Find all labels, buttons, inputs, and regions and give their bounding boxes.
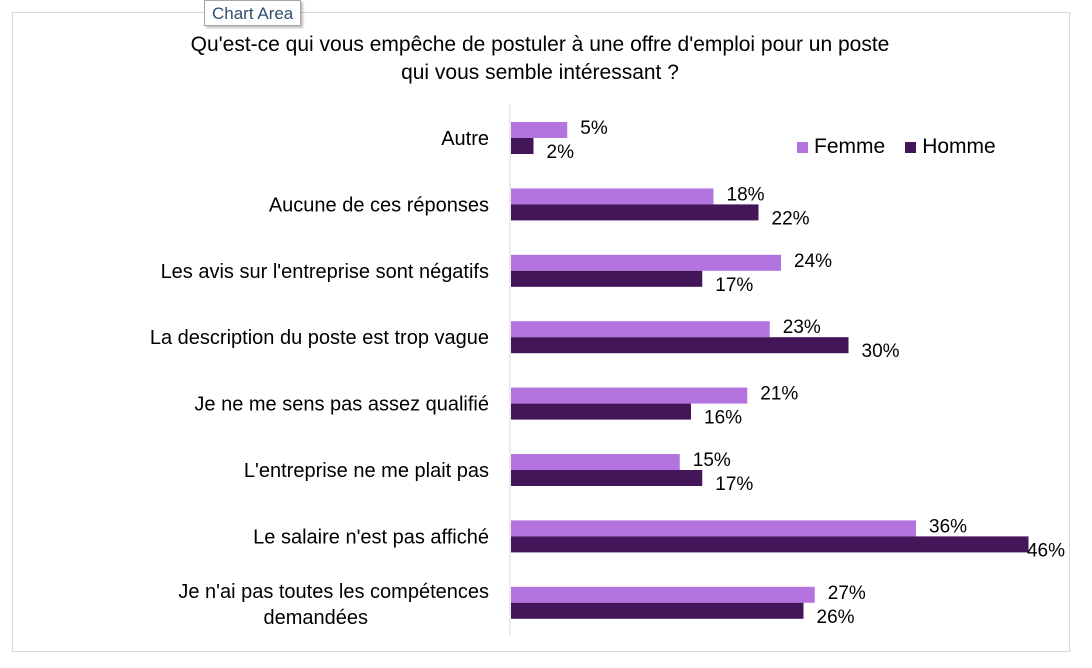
data-label-homme-je-ne-me-sens-pas-assez-qualifie: 16% — [704, 408, 742, 429]
data-label-femme-aucune-de-ces-reponses: 18% — [727, 184, 765, 205]
chart-title-line-2: qui vous semble intéressant ? — [401, 61, 679, 84]
bar-femme-autre[interactable] — [511, 122, 568, 138]
category-label-les-avis-sur-l-entreprise-sont-negatifs: Les avis sur l'entreprise sont négatifs — [161, 261, 489, 283]
category-label-aucune-de-ces-reponses: Aucune de ces réponses — [269, 194, 489, 216]
bar-homme-aucune-de-ces-reponses[interactable] — [511, 204, 759, 221]
category-label-autre: Autre — [441, 128, 489, 150]
bar-homme-autre[interactable] — [511, 138, 534, 154]
data-label-femme-la-description-du-poste-est-trop-vague: 23% — [783, 317, 821, 338]
bar-femme-le-salaire-n-est-pas-affiche[interactable] — [511, 520, 916, 537]
legend-item-femme: Femme — [797, 135, 885, 159]
bar-homme-le-salaire-n-est-pas-affiche[interactable] — [511, 536, 1029, 553]
bar-femme-je-ne-me-sens-pas-assez-qualifie[interactable] — [511, 387, 748, 404]
bar-femme-aucune-de-ces-reponses[interactable] — [511, 188, 714, 205]
legend-swatch-femme — [797, 141, 808, 153]
data-label-homme-la-description-du-poste-est-trop-vague: 30% — [862, 341, 900, 362]
chart-area-tooltip: Chart Area — [204, 0, 302, 26]
category-label-la-description-du-poste-est-trop-vague: La description du poste est trop vague — [150, 327, 489, 349]
chart-legend: Femme Homme — [797, 135, 996, 159]
data-label-femme-le-salaire-n-est-pas-affiche: 36% — [929, 516, 967, 537]
data-label-homme-le-salaire-n-est-pas-affiche: 46% — [1027, 540, 1065, 561]
bar-homme-je-ne-me-sens-pas-assez-qualifie[interactable] — [511, 403, 691, 420]
data-label-femme-les-avis-sur-l-entreprise-sont-negatifs: 24% — [794, 251, 832, 272]
bar-femme-les-avis-sur-l-entreprise-sont-negatifs[interactable] — [511, 254, 781, 271]
legend-swatch-homme — [905, 141, 917, 153]
data-label-femme-je-n-ai-pas-toutes-les-competences-demandees: 27% — [828, 583, 866, 604]
bar-homme-je-n-ai-pas-toutes-les-competences-demandees[interactable] — [511, 602, 804, 619]
bar-femme-la-description-du-poste-est-trop-vague[interactable] — [511, 321, 770, 338]
data-label-femme-autre: 5% — [580, 118, 608, 139]
data-label-homme-autre: 2% — [547, 142, 575, 163]
category-label-je-n-ai-pas-toutes-les-competences-demandees: Je n'ai pas toutes les compétences demand… — [178, 581, 489, 629]
data-label-homme-l-entreprise-ne-me-plait-pas: 17% — [715, 474, 753, 495]
bar-homme-les-avis-sur-l-entreprise-sont-negatifs[interactable] — [511, 270, 703, 287]
legend-item-homme: Homme — [905, 135, 996, 159]
legend-label-homme: Homme — [922, 135, 996, 158]
bar-femme-l-entreprise-ne-me-plait-pas[interactable] — [511, 454, 680, 470]
category-label-le-salaire-n-est-pas-affiche: Le salaire n'est pas affiché — [253, 526, 489, 548]
category-label-je-ne-me-sens-pas-assez-qualifie: Je ne me sens pas assez qualifié — [194, 394, 489, 416]
bar-homme-l-entreprise-ne-me-plait-pas[interactable] — [511, 470, 703, 486]
data-label-homme-les-avis-sur-l-entreprise-sont-negatifs: 17% — [715, 275, 753, 296]
chart-title-line-1: Qu'est-ce qui vous empêche de postuler à… — [190, 33, 890, 56]
data-label-femme-l-entreprise-ne-me-plait-pas: 15% — [693, 450, 731, 471]
data-label-homme-aucune-de-ces-reponses: 22% — [772, 208, 810, 229]
bar-femme-je-n-ai-pas-toutes-les-competences-demandees[interactable] — [511, 586, 815, 603]
category-label-l-entreprise-ne-me-plait-pas: L'entreprise ne me plait pas — [244, 460, 489, 482]
chart-title: Qu'est-ce qui vous empêche de postuler à… — [100, 31, 980, 87]
legend-label-femme: Femme — [814, 135, 886, 158]
data-label-homme-je-n-ai-pas-toutes-les-competences-demandees: 26% — [817, 607, 855, 628]
data-label-femme-je-ne-me-sens-pas-assez-qualifie: 21% — [760, 384, 798, 405]
bar-homme-la-description-du-poste-est-trop-vague[interactable] — [511, 337, 849, 354]
